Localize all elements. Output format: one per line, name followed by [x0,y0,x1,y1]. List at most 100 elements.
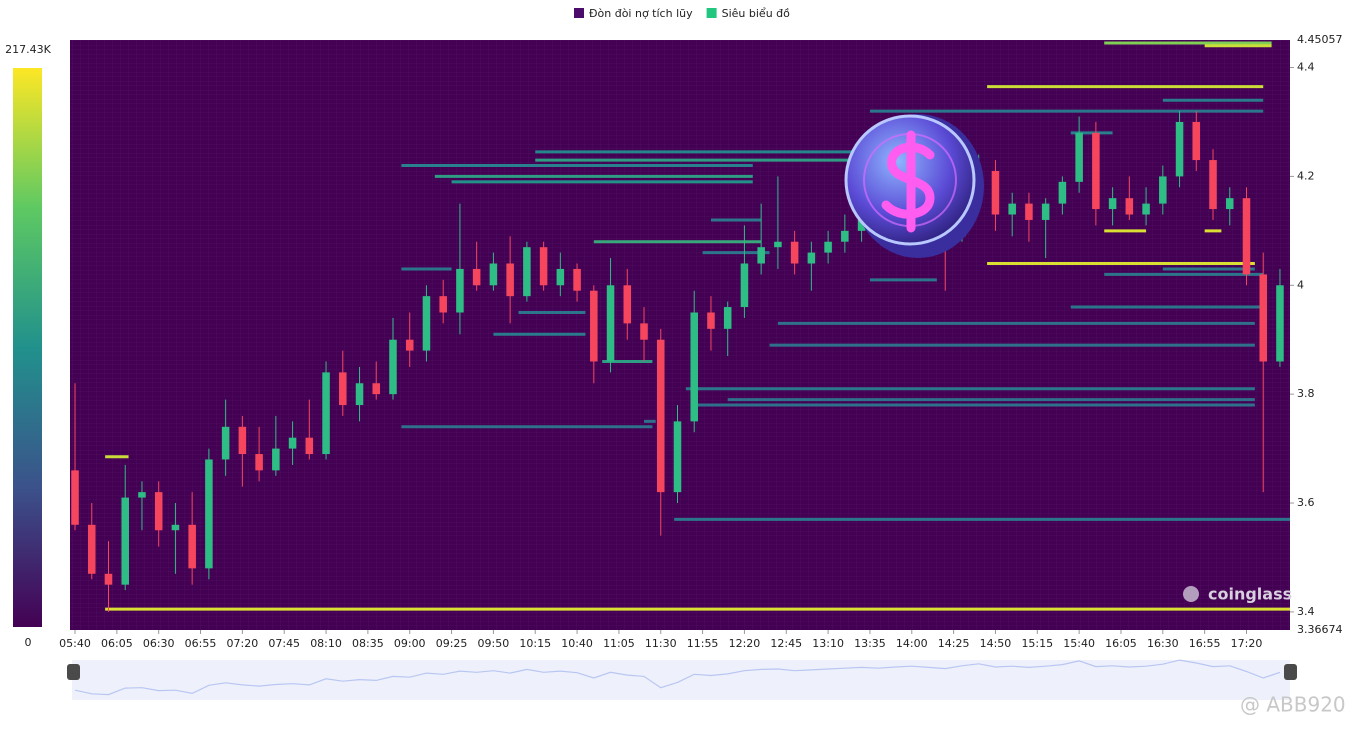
candle-body [439,296,447,313]
candle-body [305,437,314,455]
x-tick-label: 06:05 [101,637,133,650]
colorbar [13,68,42,627]
x-tick-label: 09:50 [478,637,510,650]
legend-swatch [706,8,717,18]
candle-body [556,268,565,286]
candle-body [405,339,414,351]
candle-body [757,247,765,264]
candle-body [422,296,431,351]
candle-body [1075,132,1083,182]
candle-body [606,285,615,362]
x-tick-label: 10:40 [561,637,593,650]
candle-body [807,252,816,264]
x-tick-label: 07:45 [268,637,300,650]
candle-body [656,339,665,493]
candle-body [1041,203,1050,220]
candle-body [1242,198,1251,275]
candle-body [841,230,849,242]
candle-body [790,241,799,264]
x-tick-label: 10:15 [519,637,551,650]
coin-image [844,114,984,258]
x-tick-label: 06:55 [185,637,217,650]
candle-body [171,524,180,531]
y-limit-label: 4.45057 [1297,33,1343,46]
candle-body [573,268,581,291]
navigator-handle[interactable] [1284,664,1297,680]
candle-body [740,263,749,308]
candle-body [154,492,163,531]
credit: @ ABB920 [1240,693,1346,717]
plot-area [70,40,1290,630]
candles [71,111,1284,612]
y-tick-label: 4.4 [1297,61,1315,74]
candle-body [523,247,531,297]
candle-body [690,312,698,422]
candle-body [1092,132,1100,210]
candle-body [707,312,715,329]
x-tick-label: 11:55 [687,637,719,650]
candle-body [539,247,548,286]
x-tick-label: 13:35 [854,637,886,650]
x-tick-label: 08:10 [310,637,342,650]
candle-body [1192,121,1201,161]
candle-body [138,492,146,498]
candle-body [71,470,79,525]
y-tick-label: 3.6 [1297,496,1315,509]
x-tick-label: 16:30 [1147,637,1179,650]
candle-body [1259,274,1267,362]
candle-body [1225,198,1234,210]
x-tick-label: 08:35 [352,637,384,650]
candle-body [640,323,648,340]
y-tick-label: 4.2 [1297,169,1315,182]
y-tick-label: 3.8 [1297,387,1315,400]
candle-body [623,285,632,324]
candle-body [590,290,598,362]
candle-body [1175,121,1184,177]
candle-body [1159,176,1167,204]
candle-body [238,426,247,455]
x-tick-label: 12:20 [729,637,761,650]
y-tick-label: 3.4 [1297,605,1315,618]
legend: Đòn đòi nợ tích lũy Siêu biểu đồ [574,7,790,20]
colorbar-tick-label: 0 [25,636,32,649]
candle-body [824,241,832,253]
navigator-series [74,659,1281,696]
navigator [72,660,1290,700]
navigator-line [74,659,1281,696]
candle-body [472,268,481,286]
navigator-handle[interactable] [67,664,80,680]
candle-body [372,383,381,395]
candle-body [857,219,866,231]
candle-body [188,524,196,569]
candle-body [355,383,364,406]
candle-body [272,448,280,471]
x-tick-label: 16:05 [1105,637,1137,650]
candle-body [288,437,297,449]
candle-body [506,263,514,297]
x-tick-label: 09:00 [394,637,426,650]
x-tick-label: 16:55 [1189,637,1221,650]
x-tick-label: 15:15 [1021,637,1053,650]
x-tick-label: 14:00 [896,637,928,650]
watermark: coinglass [1208,585,1292,604]
x-tick-label: 17:20 [1231,637,1263,650]
candle-body [255,454,263,471]
candle-body [1008,203,1016,215]
x-tick-label: 07:20 [227,637,259,650]
y-tick-label: 4 [1297,278,1304,291]
colorbar-tick-label: 217.43K [5,43,51,56]
candle-body [1276,285,1284,362]
candle-body [389,339,397,395]
candle-body [1108,198,1117,210]
candle-body [87,524,96,574]
x-tick-label: 13:10 [812,637,844,650]
candle-body [221,426,230,460]
x-tick-label: 11:05 [603,637,635,650]
x-tick-label: 09:25 [436,637,468,650]
candle-body [104,573,113,585]
x-tick-label: 12:45 [770,637,802,650]
candle-body [1209,160,1217,210]
candle-body [723,307,732,329]
candle-body [673,421,682,493]
legend-label: Đòn đòi nợ tích lũy [589,7,693,20]
